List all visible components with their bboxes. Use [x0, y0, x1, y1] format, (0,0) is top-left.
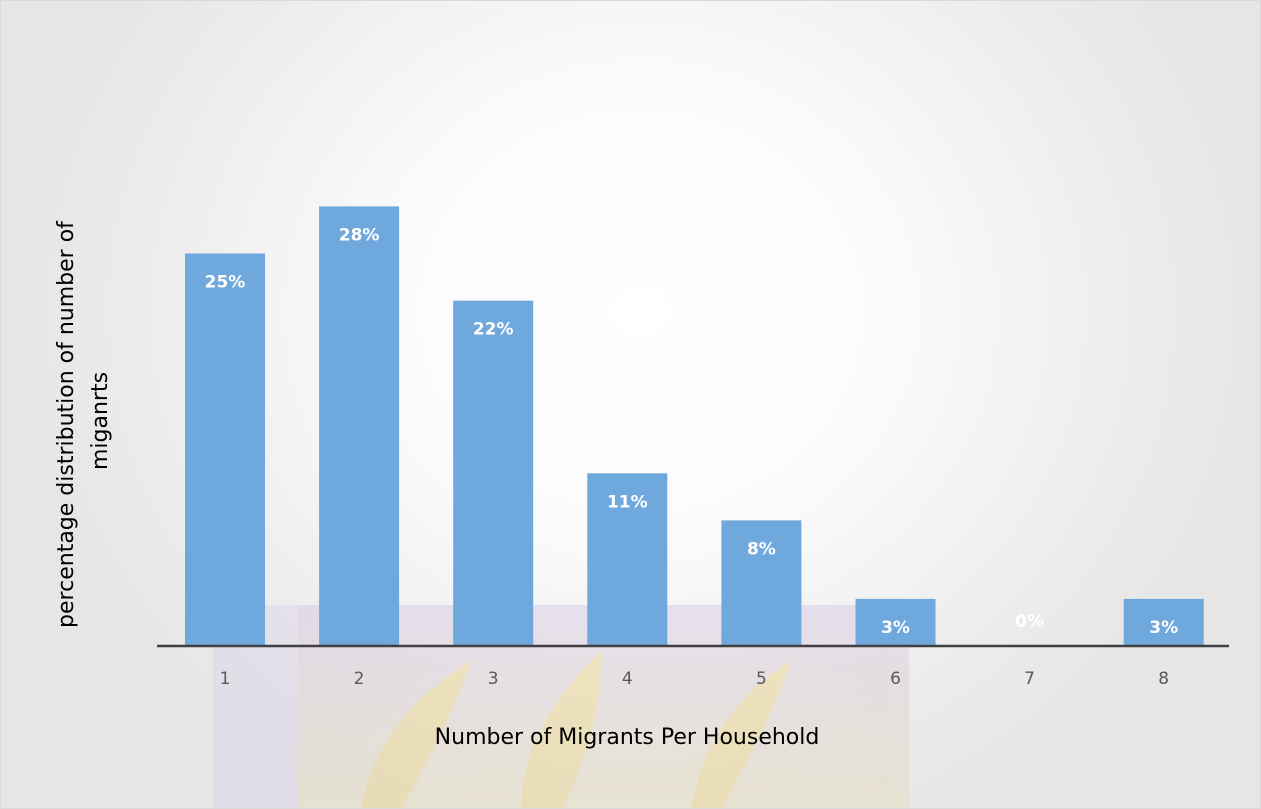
bar-6 [855, 598, 936, 646]
bar-2 [319, 206, 400, 646]
y-axis-title: percentage distribution of number of mig… [54, 214, 113, 628]
x-tick-label-3: 3 [488, 669, 499, 689]
y-axis-title-line-2: miganrts [88, 372, 113, 470]
x-tick-label-1: 1 [220, 669, 231, 689]
x-tick-label-8: 8 [1158, 669, 1169, 689]
data-label-2: 28% [339, 225, 380, 245]
bar-8 [1123, 598, 1204, 646]
x-tick-label-5: 5 [756, 669, 767, 689]
data-label-6: 3% [881, 618, 910, 638]
bar-1 [185, 253, 265, 646]
data-label-1: 25% [205, 273, 246, 293]
x-tick-label-6: 6 [890, 669, 901, 689]
data-label-5: 8% [747, 539, 776, 559]
data-label-7: 0% [1015, 612, 1044, 632]
data-label-4: 11% [607, 492, 648, 512]
bar-3 [453, 300, 534, 646]
x-tick-label-7: 7 [1024, 669, 1035, 689]
x-axis-title: Number of Migrants Per Household [435, 725, 820, 750]
x-tick-label-2: 2 [354, 669, 365, 689]
bar-4 [587, 473, 668, 646]
x-tick-label-4: 4 [622, 669, 633, 689]
data-label-8: 3% [1149, 618, 1178, 638]
bar-5 [721, 520, 802, 646]
data-label-3: 22% [473, 320, 514, 340]
watermark-emblem [213, 605, 909, 808]
y-axis-title-line-1: percentage distribution of number of [54, 220, 79, 628]
